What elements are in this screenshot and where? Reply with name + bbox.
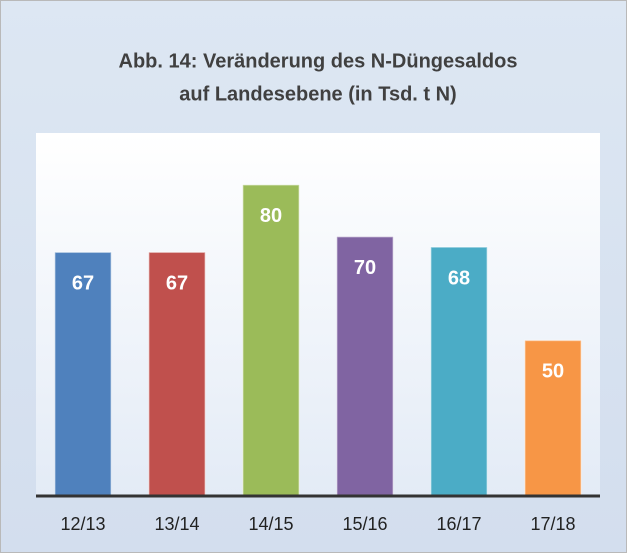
value-label: 70: [354, 257, 376, 279]
bar: [336, 235, 394, 497]
chart-title: Abb. 14: Veränderung des N-Düngesaldos: [119, 50, 518, 72]
bar: [524, 339, 582, 497]
value-label: 67: [72, 273, 94, 295]
x-tick-label: 13/14: [154, 514, 199, 534]
value-label: 80: [260, 205, 282, 227]
x-tick-label: 12/13: [60, 514, 105, 534]
bar: [54, 251, 112, 497]
value-label: 68: [448, 267, 470, 289]
x-tick-label: 15/16: [342, 514, 387, 534]
value-label: 50: [542, 361, 564, 383]
chart-title: auf Landesebene (in Tsd. t N): [179, 83, 456, 105]
value-label: 67: [166, 273, 188, 295]
x-tick-label: 17/18: [530, 514, 575, 534]
x-tick-label: 14/15: [248, 514, 293, 534]
x-tick-label: 16/17: [436, 514, 481, 534]
bar: [148, 251, 206, 497]
plot-area: [36, 133, 600, 496]
bar: [242, 184, 300, 497]
